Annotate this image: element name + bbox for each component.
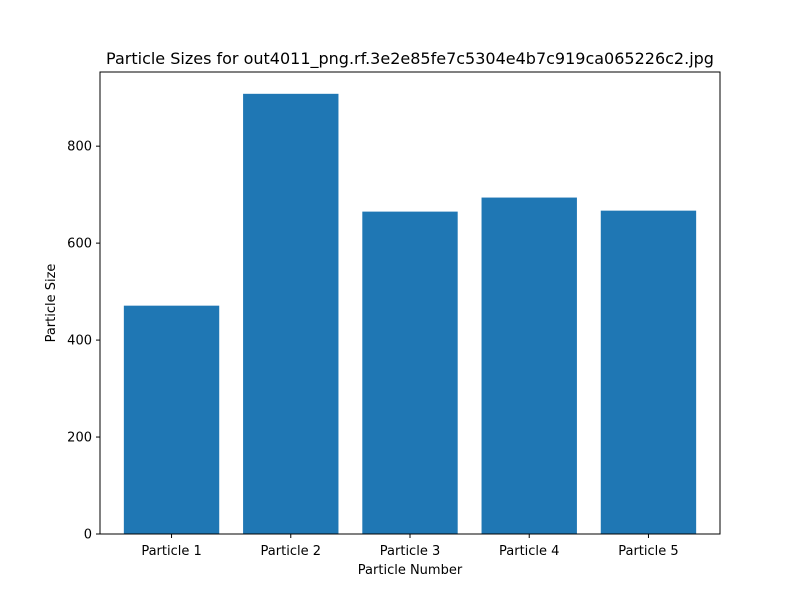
y-axis-label: Particle Size xyxy=(44,264,59,343)
x-tick-label: Particle 2 xyxy=(261,544,321,559)
bar-2 xyxy=(243,93,339,535)
y-axis: 0 200 400 600 800 xyxy=(67,140,100,543)
chart-title: Particle Sizes for out4011_png.rf.3e2e85… xyxy=(106,49,714,69)
x-axis: Particle 1 Particle 2 Particle 3 Particle 4… xyxy=(141,534,679,559)
bar-1 xyxy=(123,305,220,534)
y-tick-label: 400 xyxy=(67,334,92,349)
x-tick-label: Particle 4 xyxy=(499,544,559,559)
x-tick-label: Particle 5 xyxy=(618,544,678,559)
bars-group xyxy=(123,93,697,535)
plot-frame xyxy=(99,71,721,535)
x-axis-label: Particle Number xyxy=(358,563,463,578)
x-tick-label: Particle 3 xyxy=(380,544,440,559)
y-tick-label: 800 xyxy=(67,140,92,155)
y-tick-label: 200 xyxy=(67,431,92,446)
bar-4 xyxy=(481,197,577,535)
bar-3 xyxy=(362,211,458,534)
bar-5 xyxy=(600,210,697,534)
y-tick-label: 0 xyxy=(84,528,92,543)
y-tick-label: 600 xyxy=(67,237,92,252)
x-tick-label: Particle 1 xyxy=(141,544,201,559)
